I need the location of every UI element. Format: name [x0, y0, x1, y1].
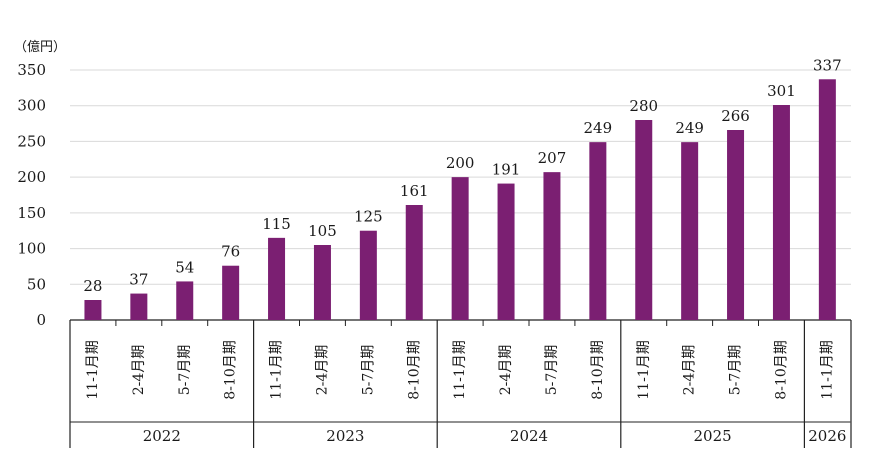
bar — [405, 205, 423, 320]
bar — [681, 142, 699, 320]
y-tick-label: 200 — [17, 168, 46, 186]
y-tick-label: 250 — [17, 132, 46, 150]
data-label: 54 — [175, 258, 194, 276]
bar — [222, 265, 240, 320]
data-label: 115 — [262, 215, 291, 233]
data-label: 105 — [308, 222, 337, 240]
category-label: 11-1月期 — [269, 340, 285, 399]
data-label: 280 — [629, 97, 658, 115]
bar — [635, 120, 653, 320]
category-label: 2-4月期 — [498, 345, 514, 396]
year-label: 2025 — [694, 427, 732, 445]
bar — [176, 281, 194, 320]
bar — [313, 245, 331, 320]
bar — [451, 177, 469, 320]
data-label: 125 — [354, 208, 383, 226]
bar — [772, 105, 790, 320]
bar — [543, 172, 561, 320]
bar — [359, 230, 377, 320]
category-label: 5-7月期 — [177, 345, 193, 396]
year-label: 2024 — [510, 427, 548, 445]
category-label: 11-1月期 — [819, 340, 835, 399]
year-label: 2023 — [326, 427, 364, 445]
y-tick-label: 300 — [17, 97, 46, 115]
category-label: 2-4月期 — [682, 345, 698, 396]
data-label: 161 — [400, 182, 429, 200]
data-label: 37 — [129, 271, 148, 289]
category-label: 5-7月期 — [544, 345, 560, 396]
data-label: 28 — [83, 277, 102, 295]
bar — [497, 183, 515, 320]
category-label: 5-7月期 — [360, 345, 376, 396]
bar — [130, 293, 148, 320]
category-label: 8-10月期 — [406, 340, 422, 399]
data-label: 249 — [675, 119, 704, 137]
category-label: 5-7月期 — [728, 345, 744, 396]
data-label: 301 — [767, 82, 796, 100]
year-label: 2022 — [143, 427, 181, 445]
y-tick-label: 0 — [36, 311, 46, 329]
data-label: 337 — [813, 56, 842, 74]
data-label: 76 — [221, 243, 240, 261]
data-label: 266 — [721, 107, 750, 125]
bar — [818, 79, 836, 321]
data-label: 249 — [584, 119, 613, 137]
y-tick-label: 100 — [17, 240, 46, 258]
y-tick-label: 50 — [27, 275, 46, 293]
category-label: 11-1月期 — [85, 340, 101, 399]
category-label: 8-10月期 — [773, 340, 789, 399]
category-label: 8-10月期 — [223, 340, 239, 399]
bar — [84, 300, 102, 320]
category-label: 8-10月期 — [590, 340, 606, 399]
category-label: 11-1月期 — [636, 340, 652, 399]
bar — [268, 237, 286, 320]
y-tick-label: 150 — [17, 204, 46, 222]
year-label: 2026 — [808, 427, 846, 445]
category-label: 2-4月期 — [314, 345, 330, 396]
data-label: 200 — [446, 154, 475, 172]
data-label: 191 — [492, 161, 521, 179]
category-label: 2-4月期 — [131, 345, 147, 396]
category-label: 11-1月期 — [452, 340, 468, 399]
y-axis-unit-label: （億円） — [14, 39, 66, 55]
bar — [727, 130, 745, 320]
y-tick-label: 350 — [17, 61, 46, 79]
bar — [589, 142, 607, 320]
data-label: 207 — [538, 149, 567, 167]
